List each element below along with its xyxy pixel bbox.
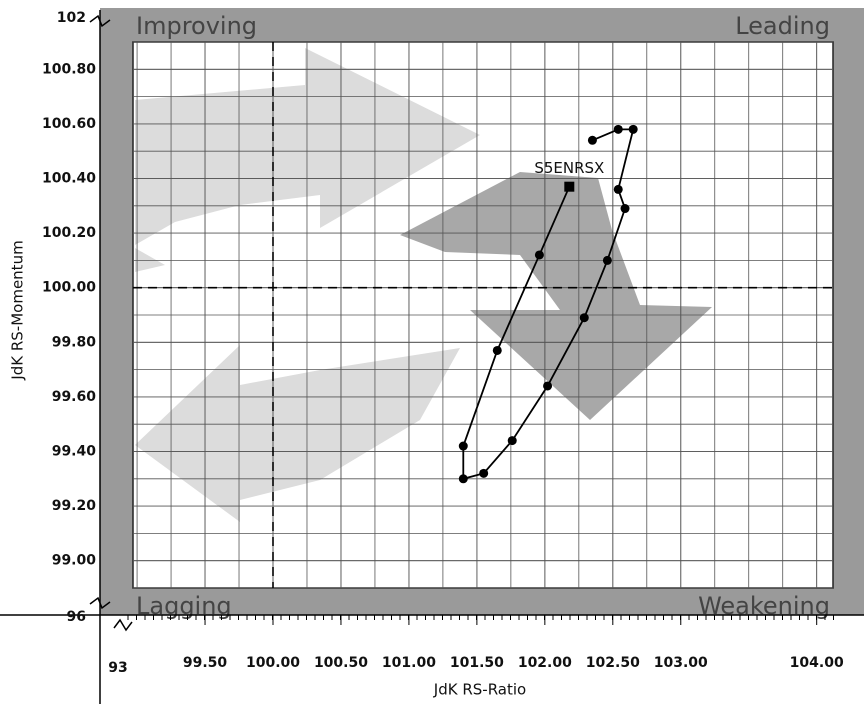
y-tick-label: 99.00 (52, 553, 97, 569)
y-tick-label: 100.00 (42, 280, 96, 296)
quadrant-label: Weakening (698, 592, 830, 620)
x-tick-label: 101.50 (450, 655, 504, 671)
y-tick-label: 100.20 (42, 225, 96, 241)
tail-point (543, 381, 553, 391)
axis-break-label: 93 (108, 660, 127, 676)
y-tick-label: 99.60 (52, 389, 97, 405)
x-tick-label: 100.00 (246, 655, 300, 671)
tail-point (479, 468, 489, 478)
quadrant-label: Lagging (136, 592, 232, 620)
arrow (135, 48, 480, 245)
head-marker (564, 181, 575, 192)
tail-point (613, 124, 623, 134)
tail-point (602, 255, 612, 265)
x-tick-label: 99.50 (183, 655, 228, 671)
y-tick-label: 100.80 (42, 61, 96, 77)
tail-point (613, 184, 623, 194)
axis-break (89, 14, 111, 28)
tail-point (458, 441, 468, 451)
y-tick-label: 100.40 (42, 171, 96, 187)
axis-break-label: 96 (67, 609, 86, 625)
tail-point (628, 124, 638, 134)
y-axis-title: JdK RS-Momentum (9, 240, 27, 380)
x-tick-label: 101.00 (382, 655, 436, 671)
x-tick-label: 100.50 (314, 655, 368, 671)
tail-point (534, 250, 544, 260)
arrow (400, 172, 712, 420)
grid (133, 41, 833, 589)
tail-point (458, 474, 468, 484)
axis-break (89, 596, 111, 610)
tail-point (492, 345, 502, 355)
y-tick-label: 99.80 (52, 334, 97, 350)
x-tick-label: 103.00 (654, 655, 708, 671)
tail-point (507, 436, 517, 446)
quadrant-label: Improving (136, 12, 257, 40)
series-label: S5ENRSX (534, 159, 604, 177)
x-axis-title: JdK RS-Ratio (433, 681, 526, 699)
axis-break (113, 618, 133, 632)
tail-point (620, 204, 630, 214)
arrow (135, 345, 460, 522)
tail-point (579, 313, 589, 323)
x-tick-label: 102.00 (518, 655, 572, 671)
axis-break-label: 102 (57, 10, 86, 26)
y-tick-label: 100.60 (42, 116, 96, 132)
quadrant-label: Leading (735, 12, 830, 40)
y-tick-label: 99.40 (52, 444, 97, 460)
x-tick-label: 104.00 (790, 655, 844, 671)
y-tick-label: 99.20 (52, 498, 97, 514)
x-tick-label: 102.50 (586, 655, 640, 671)
tail-point (587, 135, 597, 145)
